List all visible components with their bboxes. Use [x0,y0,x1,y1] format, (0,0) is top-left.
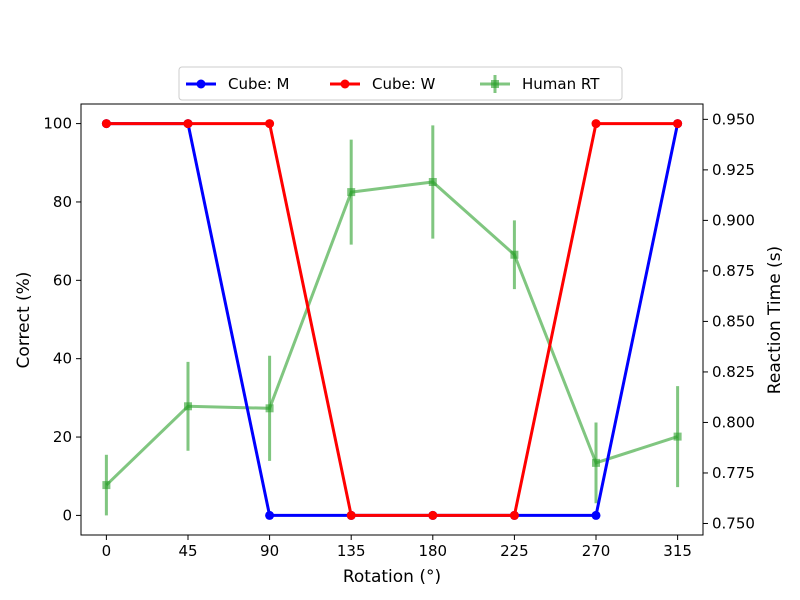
y-left-tick-label: 60 [53,271,72,289]
data-point [428,510,438,520]
x-axis-title: Rotation (°) [343,567,441,587]
series-human-rt [102,125,682,516]
legend-item: Human RT [480,75,600,93]
y-left-tick-label: 80 [53,193,72,211]
x-tick-label: 180 [418,542,447,560]
x-tick-label: 225 [500,542,529,560]
x-tick-label: 0 [102,542,112,560]
y-right-tick-label: 0.775 [712,464,755,482]
x-tick-label: 315 [663,542,692,560]
legend-label: Cube: M [228,75,290,93]
legend-items: Cube: M Cube: W Human RT [186,75,600,93]
data-point [510,250,519,259]
x-tick-label: 270 [582,542,611,560]
legend-marker [491,80,499,88]
series-line [106,122,678,517]
y-axis-right: 0.750 0.775 0.800 0.825 0.850 0.875 0.900 0.925… [703,110,755,532]
data-point [347,188,356,197]
y-left-tick-label: 20 [53,428,72,446]
data-point [591,510,601,520]
y-right-tick-label: 0.875 [712,262,755,280]
legend-label: Human RT [522,75,600,93]
x-tick-label: 45 [178,542,197,560]
data-point [346,510,356,520]
legend-marker [196,79,206,89]
legend-frame [178,66,623,101]
data-point [591,119,601,129]
y-right-tick-label: 0.825 [712,363,755,381]
data-point [183,119,193,129]
legend: Cube: M Cube: W Human RT [178,66,623,101]
legend-item: Cube: W [330,75,436,93]
data-point [592,458,601,467]
y-right-tick-label: 0.950 [712,110,755,128]
y-right-tick-label: 0.850 [712,312,755,330]
data-point [265,510,275,520]
y-axis-right-title: Reaction Time (s) [765,246,785,394]
y-right-tick-label: 0.800 [712,413,755,431]
data-point [102,481,111,490]
series-line [106,122,680,517]
x-tick-label: 135 [337,542,366,560]
x-axis: 0 45 90 135 180 225 270 315 [102,535,692,560]
data-point [183,402,192,411]
y-right-tick-label: 0.925 [712,161,755,179]
legend-marker [340,79,350,89]
series-cube-w [101,119,683,520]
y-right-tick-label: 0.900 [712,211,755,229]
data-point [673,119,683,129]
x-tick-label: 90 [260,542,279,560]
y-left-tick-label: 40 [53,350,72,368]
y-right-tick-label: 0.750 [712,514,755,532]
plot-marks [101,119,683,520]
y-left-tick-label: 0 [62,506,72,524]
data-point [265,404,274,413]
y-axis-left-title: Correct (%) [14,272,34,369]
data-point [509,510,519,520]
plot-frame [80,103,704,536]
data-point [428,177,437,186]
data-point [673,432,682,441]
legend-item: Cube: M [186,75,290,93]
data-point [101,119,111,129]
series-line [105,180,679,487]
y-left-tick-label: 100 [43,115,72,133]
data-point [265,119,275,129]
legend-label: Cube: W [372,75,436,93]
y-axis-left: 0 20 40 60 80 100 [43,115,81,524]
